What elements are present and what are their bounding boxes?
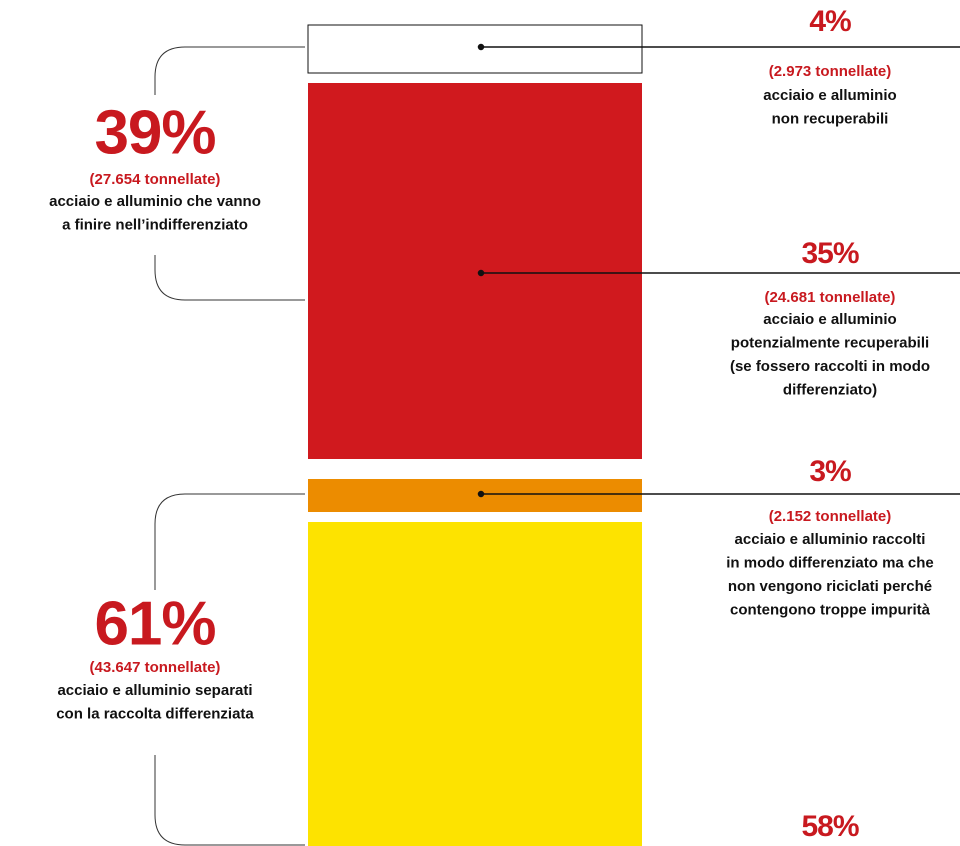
tonnes: (43.647 tonnellate): [90, 659, 221, 676]
segment-white: [307, 24, 643, 74]
tonnes: (2.973 tonnellate): [769, 63, 892, 80]
description: non recuperabili: [772, 110, 889, 127]
bracket-bottom: [154, 493, 305, 846]
description: (se fossero raccolti in modo: [730, 358, 930, 375]
description: non vengono riciclati perché: [728, 578, 932, 595]
description: a finire nell’indifferenziato: [62, 216, 248, 233]
percent: 4%: [809, 5, 851, 38]
description: con la raccolta differenziata: [56, 705, 254, 722]
description: differenziato): [783, 381, 877, 398]
description: acciaio e alluminio: [763, 87, 896, 104]
percent: 39%: [94, 98, 215, 167]
tonnes: (24.681 tonnellate): [765, 289, 896, 306]
segment-yellow: [308, 522, 642, 846]
description: contengono troppe impurità: [730, 601, 931, 618]
percent: 58%: [801, 810, 858, 843]
percent: 35%: [801, 237, 858, 270]
tonnes: (2.152 tonnellate): [769, 508, 892, 525]
segment-orange: [308, 479, 642, 512]
description: acciaio e alluminio raccolti: [735, 531, 926, 548]
description: acciaio e alluminio che vanno: [49, 193, 261, 210]
segment-red: [308, 83, 642, 459]
description: potenzialmente recuperabili: [731, 334, 929, 351]
percent: 3%: [809, 455, 851, 488]
leaders: [477, 43, 960, 498]
tonnes: (27.654 tonnellate): [90, 171, 221, 188]
percent: 61%: [94, 589, 215, 658]
description: acciaio e alluminio separati: [57, 682, 252, 699]
description: in modo differenziato ma che: [726, 554, 934, 571]
description: acciaio e alluminio: [763, 311, 896, 328]
bracket-top: [154, 46, 305, 301]
